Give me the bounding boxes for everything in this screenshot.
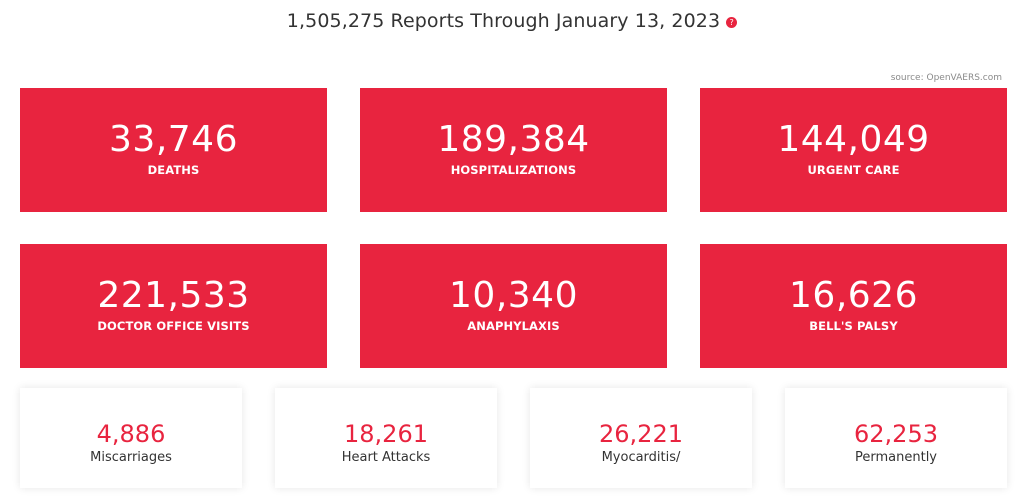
stat-label: ANAPHYLAXIS — [467, 319, 560, 333]
stat-label: BELL'S PALSY — [809, 319, 898, 333]
stat-value: 144,049 — [777, 119, 930, 160]
stat-card-urgent-care: 144,049 URGENT CARE — [700, 88, 1007, 212]
stat-value: 18,261 — [344, 420, 428, 448]
stat-value: 189,384 — [437, 119, 590, 160]
stat-label: DEATHS — [147, 163, 200, 177]
reports-header: 1,505,275 Reports Through January 13, 20… — [0, 10, 1024, 32]
info-icon[interactable]: ? — [726, 17, 738, 28]
stat-card-deaths: 33,746 DEATHS — [20, 88, 327, 212]
stat-value: 62,253 — [854, 420, 938, 448]
stat-value: 33,746 — [109, 119, 238, 160]
stat-value: 10,340 — [449, 275, 578, 316]
stat-card-miscarriages: 4,886 Miscarriages — [20, 388, 242, 488]
stat-card-permanently-disabled: 62,253 Permanently — [785, 388, 1007, 488]
stat-label: URGENT CARE — [807, 163, 900, 177]
stat-value: 16,626 — [789, 275, 918, 316]
stat-card-anaphylaxis: 10,340 ANAPHYLAXIS — [360, 244, 667, 368]
stat-label: Myocarditis/ — [601, 450, 681, 465]
stat-label: Miscarriages — [90, 450, 172, 465]
stat-value: 221,533 — [97, 275, 250, 316]
stat-card-doctor-office-visits: 221,533 DOCTOR OFFICE VISITS — [20, 244, 327, 368]
stat-card-heart-attacks: 18,261 Heart Attacks — [275, 388, 497, 488]
stat-label: HOSPITALIZATIONS — [450, 163, 577, 177]
stat-card-hospitalizations: 189,384 HOSPITALIZATIONS — [360, 88, 667, 212]
stat-label: Heart Attacks — [341, 450, 431, 465]
page-title: 1,505,275 Reports Through January 13, 20… — [286, 10, 721, 32]
stat-label: Permanently — [855, 450, 937, 465]
stat-value: 4,886 — [96, 420, 166, 448]
stat-card-myocarditis: 26,221 Myocarditis/ — [530, 388, 752, 488]
stat-label: DOCTOR OFFICE VISITS — [97, 319, 250, 333]
stat-card-bells-palsy: 16,626 BELL'S PALSY — [700, 244, 1007, 368]
source-note: source: OpenVAERS.com — [890, 73, 1002, 83]
stat-value: 26,221 — [599, 420, 683, 448]
